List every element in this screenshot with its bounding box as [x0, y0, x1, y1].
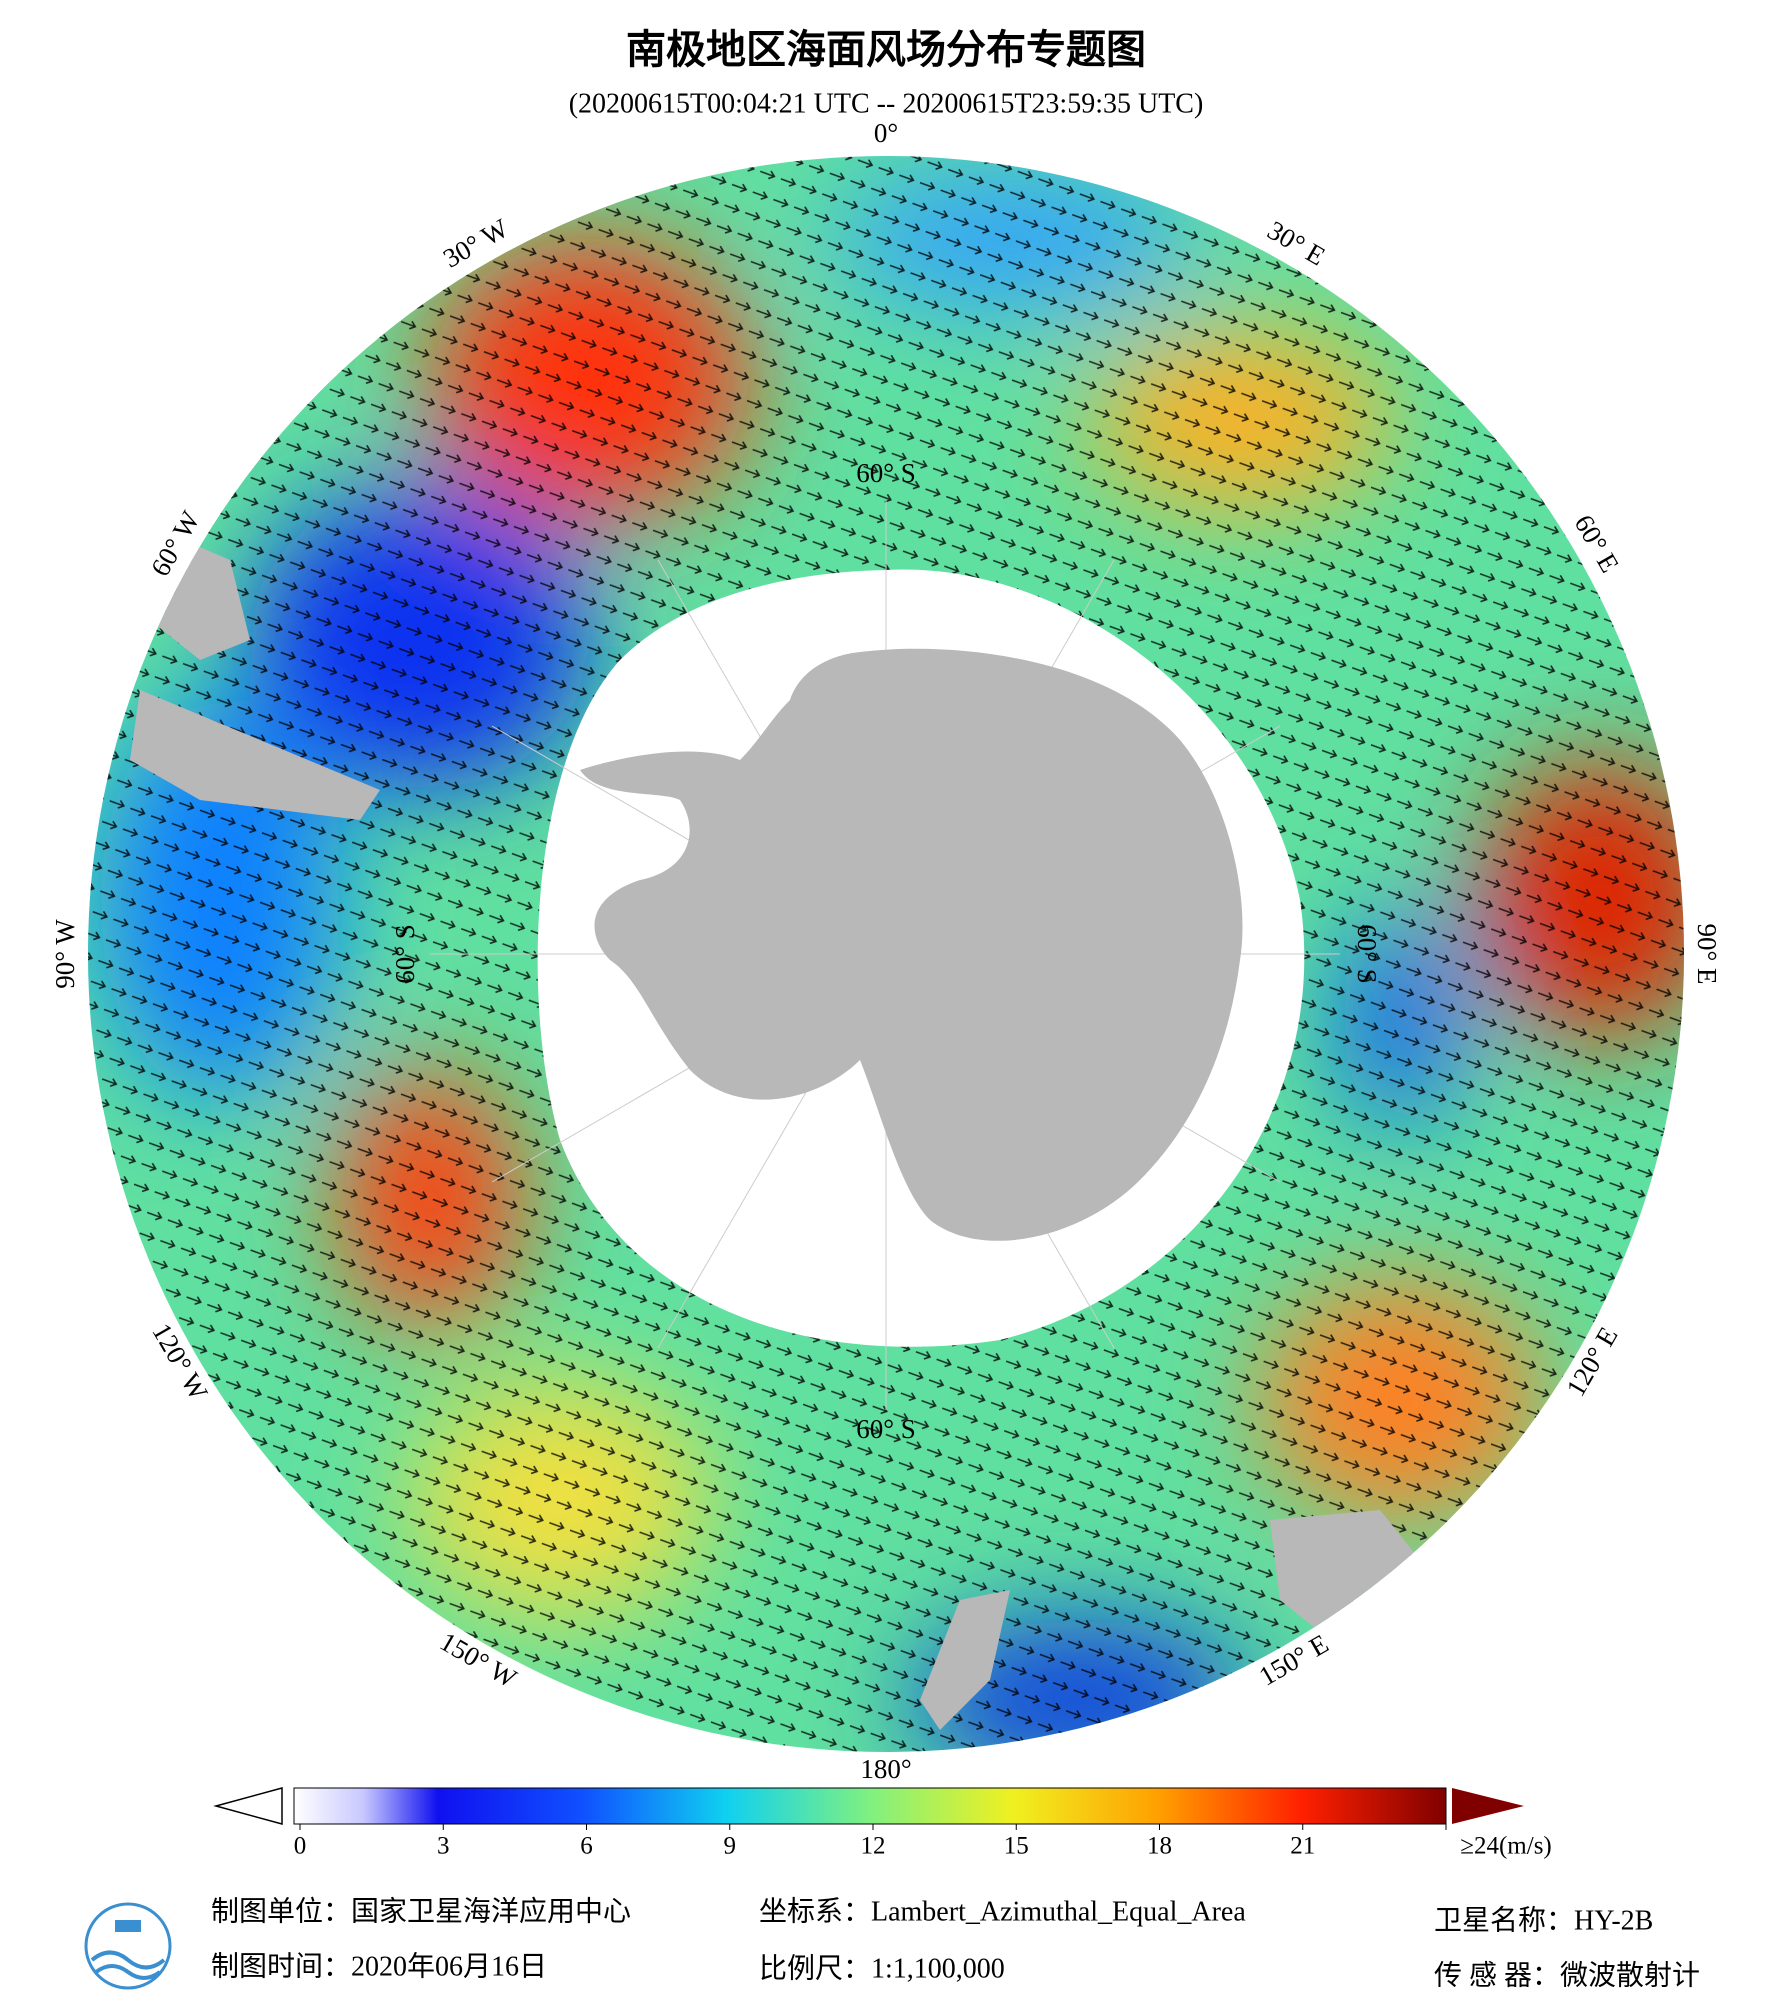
lon-label: 0°: [874, 118, 898, 148]
footer-projection: 坐标系：Lambert_Azimuthal_Equal_Area: [759, 1895, 1246, 1927]
footer-unit: 制图单位：国家卫星海洋应用中心: [211, 1895, 631, 1927]
colorbar-tick-label: 18: [1147, 1833, 1172, 1860]
colorbar-tick-label: 15: [1004, 1833, 1029, 1860]
footer-sensor: 传 感 器：微波散射计: [1434, 1959, 1700, 1991]
colorbar-tick-label: 0: [294, 1833, 307, 1860]
lat-label: 60° S: [856, 458, 916, 488]
lon-label: 180°: [860, 1754, 911, 1784]
lon-label: 90° W: [50, 919, 80, 989]
lat-label: 60° S: [390, 924, 420, 984]
colorbar-tick-label: 12: [861, 1833, 886, 1860]
footer-date: 制图时间：2020年06月16日: [211, 1950, 547, 1982]
colorbar-tick-label: 6: [580, 1833, 593, 1860]
footer-satellite: 卫星名称：HY-2B: [1434, 1904, 1653, 1936]
antarctica: [580, 648, 1243, 1241]
colorbar-tick-label: 9: [724, 1833, 737, 1860]
logo: [84, 1902, 172, 1990]
colorbar-tick-label: 21: [1290, 1833, 1315, 1860]
lon-label: 90° E: [1692, 923, 1722, 984]
lat-labels: 60° S 60° S 60° S 60° S: [390, 458, 1382, 1444]
footer-scale: 比例尺：1:1,100,000: [759, 1952, 1005, 1984]
colorbar: 0 3 6 9 12 15 18 21 ≥24(m/s): [213, 1787, 1552, 1860]
lat-label: 60° S: [1352, 924, 1382, 984]
title: 南极地区海面风场分布专题图: [626, 27, 1146, 72]
subtitle: (20200615T00:04:21 UTC -- 20200615T23:59…: [569, 88, 1204, 119]
colorbar-tick-label: ≥24(m/s): [1460, 1833, 1552, 1860]
lat-label: 60° S: [856, 1414, 916, 1444]
colorbar-tick-label: 3: [437, 1833, 450, 1860]
